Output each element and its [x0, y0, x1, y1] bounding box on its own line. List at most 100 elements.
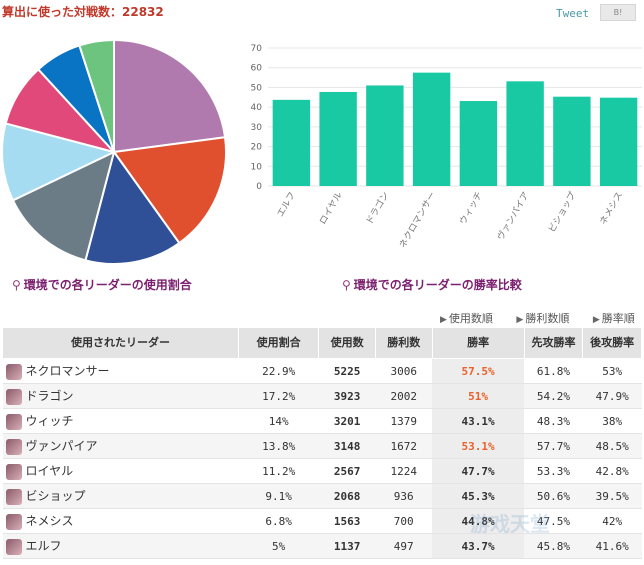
cell-first: 61.8%	[524, 358, 583, 384]
col-winrate: 勝率	[431, 327, 525, 359]
cell-winrate: 47.7%	[432, 458, 525, 484]
leader-cell: エルフ	[2, 533, 239, 559]
leader-name: エルフ	[25, 539, 62, 554]
cell-uses: 1137	[318, 533, 376, 559]
x-tick-label: エルフ	[276, 191, 298, 219]
cell-wins: 3006	[375, 358, 432, 384]
cell-share: 13.8%	[238, 433, 319, 459]
sort-by-winrate-link[interactable]: ▶ 勝率順	[593, 312, 644, 325]
leader-name: ウィッチ	[25, 414, 74, 429]
cell-first: 50.6%	[524, 483, 583, 509]
sort-by-uses-link[interactable]: ▶ 使用数順	[440, 312, 503, 325]
table-header-row: 使用されたリーダー 使用割合 使用数 勝利数 勝率 先攻勝率 後攻勝率	[1, 327, 642, 359]
cell-second: 48.5%	[582, 433, 642, 459]
leader-avatar	[5, 513, 22, 530]
cell-winrate: 57.5%	[432, 358, 525, 384]
leader-avatar	[5, 413, 22, 430]
table-row: ドラゴン 17.2% 3923 2002 51% 54.2% 47.9%	[2, 383, 642, 409]
leader-cell: ビショップ	[2, 483, 239, 509]
cell-uses: 3923	[318, 383, 376, 409]
cell-first: 47.5%	[524, 508, 583, 534]
cell-uses: 2068	[318, 483, 376, 509]
bar-caption-text: 環境での各リーダーの勝率比較	[353, 278, 522, 292]
cell-wins: 936	[375, 483, 432, 509]
cell-share: 5%	[238, 533, 319, 559]
leader-name: ドラゴン	[25, 389, 74, 404]
leader-cell: ネメシス	[2, 508, 239, 534]
leader-cell: ヴァンパイア	[2, 433, 239, 459]
pie-slice[interactable]	[112, 136, 227, 245]
bookmark-share-button[interactable]: B!	[600, 4, 636, 21]
pie-slice[interactable]	[78, 38, 115, 153]
bar[interactable]	[599, 97, 638, 186]
sort-by-uses-label: 使用数順	[448, 312, 493, 325]
col-second-winrate: 後攻勝率	[582, 327, 642, 359]
cell-wins: 2002	[375, 383, 432, 409]
cell-share: 17.2%	[238, 383, 319, 409]
leader-avatar	[5, 463, 22, 480]
pie-slice[interactable]	[11, 150, 116, 262]
pie-caption-text: 環境での各リーダーの使用割合	[23, 278, 192, 292]
bar[interactable]	[319, 91, 357, 186]
x-tick-label: ネクロマンサー	[397, 190, 438, 250]
tweet-button[interactable]: Tweet	[556, 7, 590, 20]
cell-second: 39.5%	[582, 483, 642, 509]
bar[interactable]	[553, 96, 591, 186]
x-tick-label: ビショップ	[546, 190, 578, 234]
cell-wins: 1672	[375, 433, 432, 459]
table-row: ウィッチ 14% 3201 1379 43.1% 48.3% 38%	[2, 408, 642, 434]
y-tick-label: 40	[251, 103, 263, 113]
cell-winrate: 43.7%	[432, 533, 525, 559]
cell-share: 6.8%	[238, 508, 319, 534]
y-tick-label: 0	[256, 182, 262, 192]
bar[interactable]	[506, 81, 544, 186]
cell-wins: 700	[375, 508, 432, 534]
bar[interactable]	[459, 101, 498, 186]
y-tick-label: 30	[251, 123, 263, 133]
bar[interactable]	[412, 72, 451, 186]
col-leader: 使用されたリーダー	[1, 327, 240, 359]
table-row: ビショップ 9.1% 2068 936 45.3% 50.6% 39.5%	[2, 483, 642, 509]
cell-share: 9.1%	[238, 483, 319, 509]
y-tick-label: 70	[251, 44, 263, 54]
col-share: 使用割合	[238, 327, 320, 359]
col-wins: 勝利数	[374, 327, 433, 359]
sort-links: ▶ 使用数順 ▶ 勝利数順 ▶ 勝率順	[440, 310, 644, 326]
cell-second: 38%	[582, 408, 642, 434]
cell-winrate: 45.3%	[432, 483, 525, 509]
cell-wins: 1379	[375, 408, 432, 434]
cell-second: 47.9%	[582, 383, 642, 409]
bar[interactable]	[366, 85, 404, 186]
pie-slice[interactable]	[113, 38, 227, 154]
cell-second: 53%	[582, 358, 642, 384]
sort-by-wins-label: 勝利数順	[525, 312, 570, 325]
leader-avatar	[5, 488, 22, 505]
cell-winrate: 51%	[432, 383, 525, 409]
triangle-right-icon: ▶	[440, 315, 447, 325]
pie-slice[interactable]	[1, 122, 117, 202]
bar-caption: ⚲ 環境での各リーダーの勝率比較	[342, 276, 522, 293]
col-first-winrate: 先攻勝率	[523, 327, 584, 359]
table-row: ネクロマンサー 22.9% 5225 3006 57.5% 61.8% 53%	[2, 358, 642, 384]
bar[interactable]	[272, 99, 311, 186]
table-row: ロイヤル 11.2% 2567 1224 47.7% 53.3% 42.8%	[2, 458, 642, 484]
leader-avatar	[5, 538, 22, 555]
cell-second: 41.6%	[582, 533, 642, 559]
cell-share: 11.2%	[238, 458, 319, 484]
cell-wins: 497	[375, 533, 432, 559]
leader-avatar	[5, 438, 22, 455]
x-tick-label: ネメシス	[598, 190, 626, 227]
pie-caption: ⚲ 環境での各リーダーの使用割合	[12, 276, 192, 293]
pie-slice[interactable]	[84, 149, 181, 265]
y-tick-label: 60	[251, 64, 263, 74]
usage-pie-chart	[1, 38, 227, 265]
cell-second: 42.8%	[582, 458, 642, 484]
cell-uses: 2567	[318, 458, 376, 484]
table-row: ネメシス 6.8% 1563 700 44.8% 47.5% 42%	[2, 508, 642, 534]
leader-cell: ネクロマンサー	[2, 358, 239, 384]
cell-first: 54.2%	[524, 383, 583, 409]
y-tick-label: 20	[251, 143, 263, 153]
cell-first: 48.3%	[524, 408, 583, 434]
sort-by-wins-link[interactable]: ▶ 勝利数順	[516, 312, 579, 325]
leader-name: ビショップ	[25, 489, 86, 504]
